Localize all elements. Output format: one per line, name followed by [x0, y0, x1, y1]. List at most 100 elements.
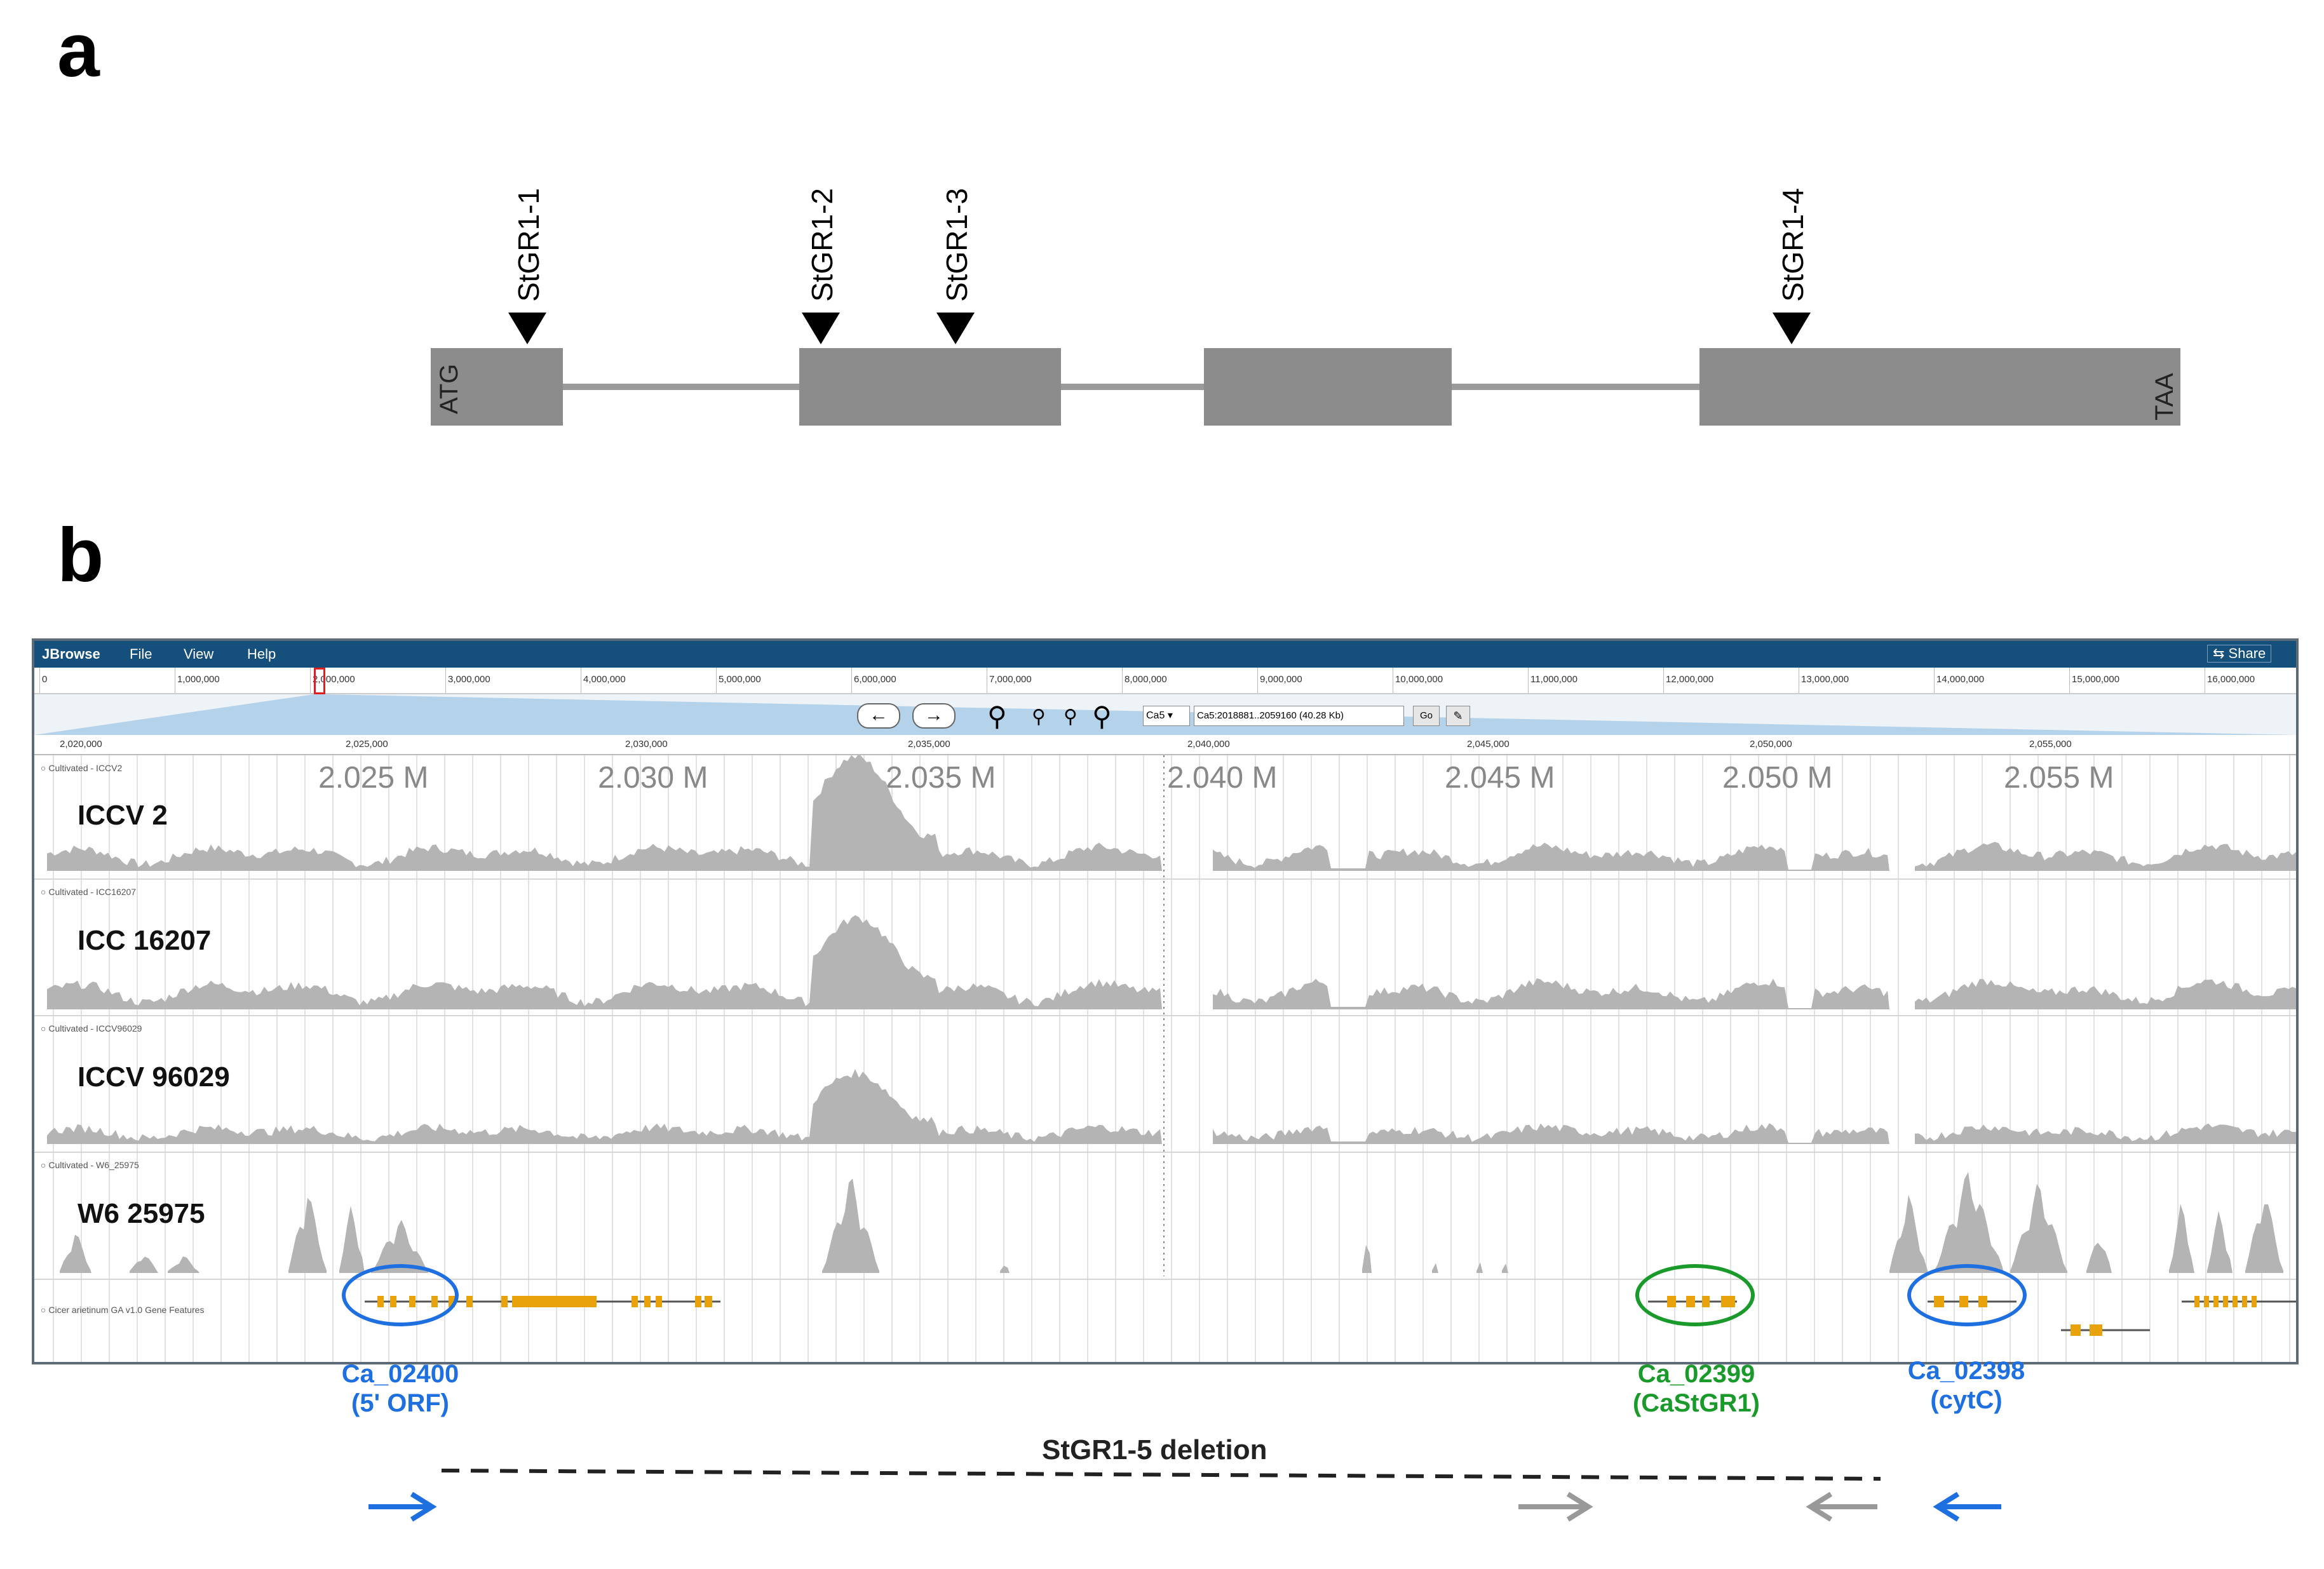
zoom-out-icon: ⚲	[987, 701, 1007, 731]
coverage-area	[1915, 842, 2296, 871]
coverage-area	[1432, 1263, 1438, 1273]
intron-1	[562, 384, 801, 390]
track-close-icon[interactable]: ○	[41, 1160, 46, 1170]
gene-feature-track[interactable]: ○ Cicer arietinum GA v1.0 Gene Features	[34, 1279, 2296, 1362]
navigation-bar: ← → ⚲ ⚲ ⚲ ⚲ Ca5 ▾ Ca5:2018881..2059160 (…	[34, 694, 2296, 735]
gene-id: Ca_02400	[341, 1360, 459, 1388]
track-close-icon[interactable]: ○	[41, 1023, 46, 1034]
gene-exon	[2090, 1324, 2102, 1336]
gene-note: (5' ORF)	[351, 1389, 449, 1417]
gene-note: (CaStGR1)	[1632, 1389, 1760, 1417]
gene-exon	[705, 1296, 712, 1307]
zoom-in-big-button[interactable]: ⚲	[1092, 701, 1112, 732]
coverage-track-4[interactable]: ○ Cultivated - W6_25975 W6 25975	[34, 1152, 2296, 1280]
chromosome-select[interactable]: Ca5 ▾	[1143, 706, 1190, 726]
coverage-area	[1213, 978, 1889, 1009]
menu-file[interactable]: File	[130, 646, 152, 662]
highlight-oval-ca-02399	[1635, 1264, 1755, 1326]
coverage-area	[2010, 1183, 2067, 1273]
zoom-out-button[interactable]: ⚲	[1032, 706, 1046, 728]
coverage-area	[60, 1234, 91, 1273]
coverage-area	[1000, 1265, 1010, 1273]
track-close-icon[interactable]: ○	[41, 887, 46, 897]
coverage-area	[1213, 1123, 1889, 1144]
coverage-area	[2086, 1242, 2112, 1273]
coverage-area	[1889, 1194, 1928, 1273]
overview-tick-label: 10,000,000	[1395, 674, 1443, 685]
track-3-small-label[interactable]: ○ Cultivated - ICCV96029	[41, 1023, 142, 1034]
coverage-track-3[interactable]: ○ Cultivated - ICCV96029 ICCV 96029	[34, 1016, 2296, 1153]
share-button[interactable]: ⇆ Share	[2207, 645, 2272, 663]
overview-tick-label: 13,000,000	[1801, 674, 1849, 685]
gene-label-ca-02400: Ca_02400 (5' ORF)	[299, 1359, 502, 1418]
overview-tick-label: 14,000,000	[1936, 674, 1985, 685]
track-close-icon[interactable]: ○	[41, 763, 46, 773]
primer-forward-blue	[368, 1492, 437, 1522]
coverage-track-1[interactable]: ○ Cultivated - ICCV2 ICCV 2	[34, 755, 2296, 880]
overview-ruler[interactable]: 0 1,000,000 2,000,000 3,000,000 4,000,000 5,0…	[34, 668, 2296, 694]
overview-tick-label: 8,000,000	[1125, 674, 1167, 685]
gene-exon	[2223, 1296, 2228, 1307]
overview-tick	[1528, 668, 1529, 693]
site-label-1: StGR1-1	[512, 188, 545, 302]
overview-tick	[716, 668, 717, 693]
coverage-area	[288, 1197, 327, 1273]
menu-bar: JBrowse File View Help ⇆ Share	[34, 641, 2296, 668]
go-button[interactable]: Go	[1413, 706, 1440, 726]
menu-view[interactable]: View	[184, 646, 214, 662]
stop-codon-label: TAA	[2151, 373, 2179, 421]
coverage-area	[1476, 1262, 1483, 1273]
position-label-4: 2.040 M	[1167, 761, 1278, 795]
coverage-area	[339, 1206, 365, 1273]
detail-tick-label: 2,045,000	[1467, 739, 1510, 750]
pan-left-button[interactable]: ←	[857, 703, 900, 729]
arrow-left-icon: ←	[869, 704, 888, 725]
zoom-in-small-icon: ⚲	[1064, 706, 1078, 727]
highlight-oval-ca-02398	[1907, 1264, 2027, 1326]
overview-tick	[2069, 668, 2070, 693]
track-area: 2.025 M 2.030 M 2.035 M 2.040 M 2.045 M …	[34, 755, 2296, 1362]
overview-tick-label: 7,000,000	[989, 674, 1032, 685]
gene-track-label[interactable]: ○ Cicer arietinum GA v1.0 Gene Features	[41, 1305, 205, 1315]
gene-exon	[695, 1296, 701, 1307]
zoom-in-button[interactable]: ⚲	[1064, 706, 1078, 728]
detail-tick-label: 2,035,000	[908, 739, 950, 750]
pan-right-button[interactable]: →	[912, 703, 956, 729]
coverage-area	[130, 1256, 158, 1273]
overview-tick-label: 9,000,000	[1260, 674, 1302, 685]
gene-exon	[2213, 1296, 2219, 1307]
position-label-2: 2.030 M	[598, 761, 708, 795]
position-label-6: 2.050 M	[1722, 761, 1833, 795]
location-input[interactable]: Ca5:2018881..2059160 (40.28 Kb)	[1194, 706, 1404, 726]
site-marker-3	[936, 313, 975, 344]
start-codon-label: ATG	[435, 363, 463, 414]
exon-3	[1204, 348, 1452, 426]
gene-exon	[2242, 1296, 2247, 1307]
track-close-icon[interactable]: ○	[41, 1305, 46, 1315]
zoom-out-big-button[interactable]: ⚲	[987, 701, 1007, 732]
coverage-area	[1934, 1172, 2004, 1273]
coverage-area	[1362, 1245, 1372, 1273]
track-2-small-label[interactable]: ○ Cultivated - ICC16207	[41, 887, 137, 897]
overview-tick-label: 11,000,000	[1530, 674, 1577, 685]
track-4-small-label[interactable]: ○ Cultivated - W6_25975	[41, 1160, 139, 1170]
zoom-in-icon: ⚲	[1092, 701, 1112, 731]
overview-tick	[851, 668, 852, 693]
gene-exon	[512, 1296, 518, 1307]
gene-exon	[644, 1296, 651, 1307]
gene-exon	[656, 1296, 662, 1307]
overview-location-marker[interactable]	[314, 668, 325, 694]
primer-reverse-blue	[1933, 1492, 2001, 1522]
coverage-track-2[interactable]: ○ Cultivated - ICC16207 ICC 16207	[34, 879, 2296, 1016]
primer-reverse-gray	[1806, 1492, 1877, 1522]
overview-tick	[39, 668, 40, 693]
overview-tick	[1663, 668, 1664, 693]
coverage-area	[47, 1068, 1162, 1144]
overview-tick	[1934, 668, 1935, 693]
track-2-name: ICC 16207	[78, 925, 212, 956]
overview-tick-label: 1,000,000	[177, 674, 220, 685]
overview-tick-label: 3,000,000	[448, 674, 490, 685]
menu-help[interactable]: Help	[247, 646, 276, 662]
track-1-small-label[interactable]: ○ Cultivated - ICCV2	[41, 763, 123, 773]
highlight-button[interactable]: ✎	[1446, 706, 1470, 726]
